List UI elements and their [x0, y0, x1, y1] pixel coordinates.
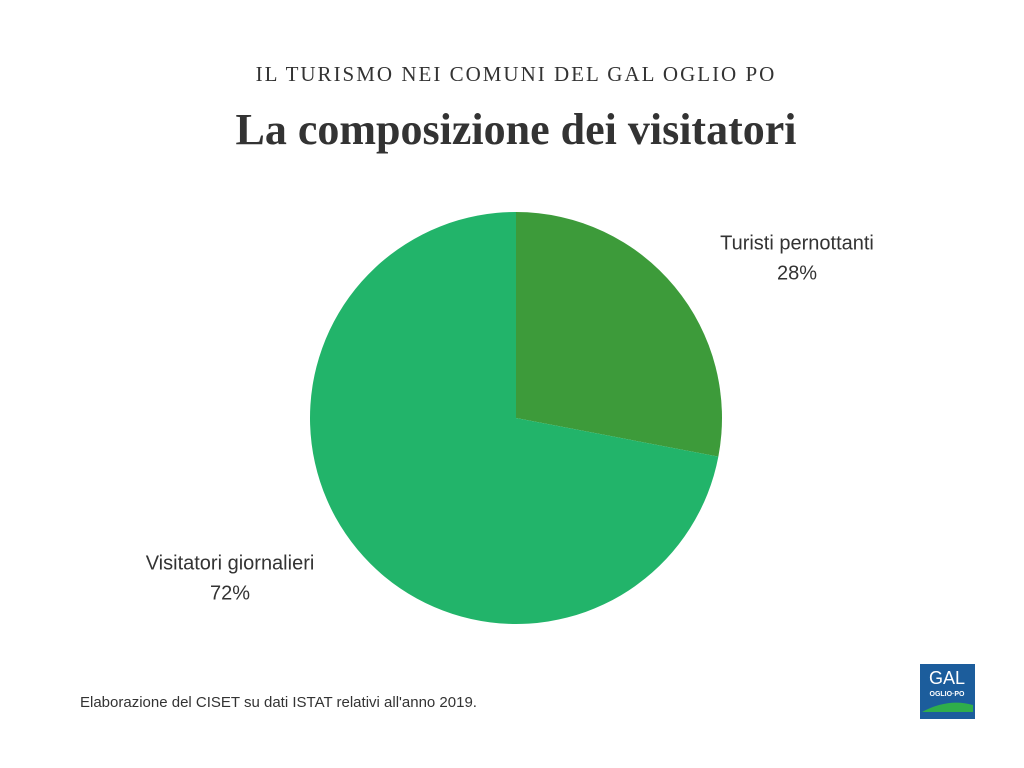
logo-swoosh	[922, 702, 973, 712]
slice-label: Turisti pernottanti	[720, 232, 874, 254]
chart-supertitle: IL TURISMO NEI COMUNI DEL GAL OGLIO PO	[256, 62, 777, 86]
logo: GAL OGLIO·PO	[920, 664, 975, 719]
source-note: Elaborazione del CISET su dati ISTAT rel…	[80, 694, 477, 711]
logo-title: GAL	[929, 668, 965, 688]
slice-label: Visitatori giornalieri	[146, 552, 315, 574]
slice-value-label: 28%	[777, 262, 817, 284]
pie-slice	[310, 212, 719, 624]
slice-value-label: 72%	[210, 582, 250, 604]
chart-title: La composizione dei visitatori	[236, 105, 797, 154]
logo-subtitle: OGLIO·PO	[930, 691, 966, 698]
pie-slice	[516, 212, 723, 457]
